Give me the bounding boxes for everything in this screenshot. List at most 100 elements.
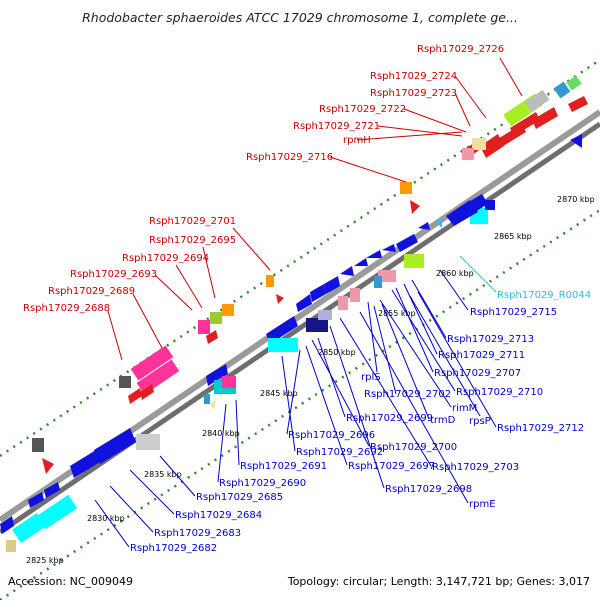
callout-line bbox=[129, 469, 175, 515]
gene-label[interactable]: rpmE bbox=[469, 499, 496, 510]
gene-label[interactable]: Rsph17029_2694 bbox=[122, 253, 209, 264]
gene-label[interactable]: Rsph17029_2696 bbox=[288, 430, 375, 441]
forward-genes bbox=[32, 75, 588, 474]
gene-label[interactable]: Rsph17029_2723 bbox=[370, 88, 457, 99]
callout-line bbox=[459, 255, 497, 293]
gene-label[interactable]: Rsph17029_2691 bbox=[240, 461, 327, 472]
gene-arrow bbox=[44, 482, 60, 498]
gene-label[interactable]: rimM bbox=[452, 403, 477, 414]
accession-text: Accession: NC_009049 bbox=[8, 575, 134, 588]
gene-label[interactable]: rpmH bbox=[343, 135, 371, 146]
gene-arrow bbox=[462, 194, 488, 216]
gene-block bbox=[378, 270, 396, 282]
callout-line bbox=[311, 339, 370, 447]
kbp-tick-label: 2825 kbp bbox=[26, 556, 64, 565]
gene-label[interactable]: Rsph17029_2707 bbox=[434, 368, 521, 379]
callout-line bbox=[281, 355, 296, 452]
gene-label[interactable]: Rsph17029_2695 bbox=[149, 235, 236, 246]
gene-block bbox=[553, 81, 571, 99]
gene-label[interactable]: Rsph17029_2721 bbox=[293, 121, 380, 132]
gene-label[interactable]: Rsph17029_2693 bbox=[70, 269, 157, 280]
gene-label[interactable]: Rsph17029_2716 bbox=[246, 152, 333, 163]
gene-block bbox=[130, 345, 174, 381]
callout-line bbox=[159, 455, 196, 497]
gene-label[interactable]: Rsph17029_2697 bbox=[348, 461, 435, 472]
gene-label[interactable]: Rsph17029_2702 bbox=[364, 389, 451, 400]
callout-line bbox=[132, 293, 163, 349]
gene-block bbox=[119, 376, 131, 388]
gene-label[interactable]: Rsph17029_2690 bbox=[219, 478, 306, 489]
callout-line bbox=[391, 289, 456, 392]
gene-label[interactable]: Rsph17029_2726 bbox=[417, 44, 504, 55]
gene-block bbox=[36, 494, 78, 530]
callout-line bbox=[109, 485, 154, 533]
callout-line bbox=[359, 311, 469, 504]
callout-line bbox=[499, 57, 523, 97]
gene-label[interactable]: rpsP bbox=[469, 416, 491, 427]
gene-arrow bbox=[366, 250, 382, 258]
gene-arrow bbox=[206, 330, 218, 344]
gene-block bbox=[266, 275, 274, 287]
gene-label[interactable]: Rsph17029_2724 bbox=[370, 71, 457, 82]
gene-label[interactable]: Rsph17029_2688 bbox=[23, 303, 110, 314]
gene-label[interactable]: Rsph17029_2701 bbox=[149, 216, 236, 227]
gene-label[interactable]: Rsph17029_2715 bbox=[470, 307, 557, 318]
gene-label[interactable]: rplS bbox=[361, 372, 381, 383]
gene-label[interactable]: Rsph17029_2703 bbox=[432, 462, 519, 473]
gene-arrow bbox=[276, 294, 284, 304]
callout-line bbox=[175, 264, 203, 309]
kbp-tick-label: 2865 kbp bbox=[494, 232, 532, 241]
gene-label[interactable]: Rsph17029_2710 bbox=[456, 387, 543, 398]
gene-block bbox=[32, 438, 44, 452]
callout-line bbox=[377, 125, 463, 137]
gene-label[interactable]: Rsph17029_2700 bbox=[370, 442, 457, 453]
gene-arrow bbox=[382, 244, 396, 252]
gene-label[interactable]: trmD bbox=[430, 415, 456, 426]
gene-block bbox=[204, 394, 210, 404]
gene-label[interactable]: Rsph17029_2683 bbox=[154, 528, 241, 539]
gene-label[interactable]: Rsph17029_2722 bbox=[319, 104, 406, 115]
gene-arrow bbox=[28, 492, 44, 508]
gene-arrow bbox=[266, 316, 298, 344]
callout-line bbox=[286, 349, 301, 435]
callout-line bbox=[154, 274, 193, 311]
gene-label[interactable]: Rsph17029_2713 bbox=[447, 334, 534, 345]
gene-arrow bbox=[410, 200, 420, 214]
gene-label[interactable]: Rsph17029_2685 bbox=[196, 492, 283, 503]
gene-block bbox=[222, 304, 234, 316]
gene-label[interactable]: Rsph17029_2692 bbox=[296, 447, 383, 458]
callout-line bbox=[232, 227, 271, 271]
reverse-genes bbox=[0, 134, 582, 552]
gene-label[interactable]: Rsph17029_2711 bbox=[438, 350, 525, 361]
gene-block bbox=[306, 318, 328, 332]
gene-label[interactable]: Rsph17029_2698 bbox=[385, 484, 472, 495]
gene-label[interactable]: Rsph17029_R0044 bbox=[497, 290, 591, 301]
gene-callouts: Rsph17029_2726 Rsph17029_2724 Rsph17029_27… bbox=[23, 44, 591, 554]
gene-block bbox=[485, 200, 495, 210]
gene-label[interactable]: Rsph17029_2699 bbox=[346, 413, 433, 424]
gene-label[interactable]: Rsph17029_2712 bbox=[497, 423, 584, 434]
gene-label[interactable]: Rsph17029_2689 bbox=[48, 286, 135, 297]
gene-arrow bbox=[340, 266, 354, 276]
gene-block bbox=[566, 75, 582, 91]
callout-line bbox=[339, 317, 432, 467]
callout-line bbox=[439, 269, 469, 311]
callout-line bbox=[379, 299, 452, 408]
gene-block bbox=[198, 320, 210, 334]
gene-arrow bbox=[354, 258, 368, 266]
gene-label[interactable]: Rsph17029_2682 bbox=[130, 543, 217, 554]
callout-line bbox=[94, 499, 130, 548]
gene-label[interactable]: Rsph17029_2684 bbox=[175, 510, 262, 521]
kbp-tick-label: 2835 kbp bbox=[144, 470, 182, 479]
gene-arrow bbox=[210, 400, 216, 410]
kbp-tick-label: 2860 kbp bbox=[436, 269, 474, 278]
gene-block bbox=[524, 89, 550, 113]
callout-line bbox=[107, 310, 123, 361]
gene-block bbox=[6, 540, 16, 552]
gene-block bbox=[374, 276, 382, 288]
gene-arrow bbox=[140, 384, 154, 400]
callout-line bbox=[317, 337, 346, 418]
callout-line bbox=[454, 92, 471, 127]
gene-arrow bbox=[0, 516, 14, 534]
